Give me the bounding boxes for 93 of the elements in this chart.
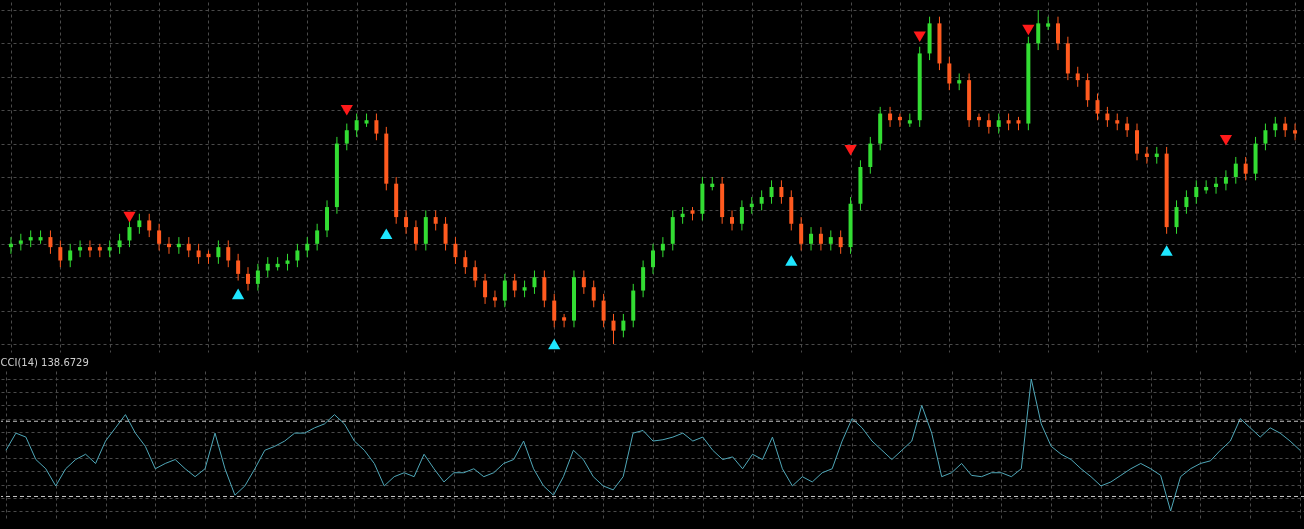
- candlestick: [453, 236, 458, 265]
- candlestick: [137, 213, 142, 235]
- candlestick: [433, 209, 438, 231]
- candlestick: [838, 229, 843, 255]
- candlestick: [354, 113, 359, 138]
- candlestick: [730, 209, 735, 231]
- candlestick: [374, 113, 379, 141]
- candlestick: [196, 243, 201, 265]
- candlestick: [611, 313, 616, 345]
- candlestick: [591, 280, 596, 308]
- candlestick: [532, 270, 537, 295]
- candlestick: [492, 290, 497, 308]
- candlestick: [1263, 123, 1268, 151]
- candlestick: [265, 256, 270, 278]
- candlestick: [1184, 189, 1189, 215]
- candlestick: [621, 313, 626, 338]
- point: [1160, 245, 1173, 256]
- candlestick: [295, 243, 300, 268]
- point: [1022, 24, 1035, 36]
- candlestick: [1046, 16, 1051, 31]
- candlestick: [1233, 156, 1238, 185]
- point: [380, 228, 393, 240]
- candlestick: [473, 260, 478, 288]
- chart-title: CCI(14) 138.6729: [0, 357, 89, 368]
- candlestick: [1243, 156, 1248, 181]
- candlestick: [147, 213, 152, 238]
- candlestick: [512, 273, 517, 298]
- candlestick: [1036, 9, 1041, 51]
- candlestick: [1095, 93, 1100, 121]
- candlestick: [68, 243, 73, 268]
- candlestick: [48, 229, 53, 255]
- candlestick: [1174, 199, 1179, 235]
- candlestick: [641, 260, 646, 298]
- candlestick: [404, 209, 409, 235]
- candlestick: [1214, 176, 1219, 195]
- point: [785, 255, 798, 266]
- candlestick: [246, 266, 251, 292]
- candlestick: [226, 239, 231, 268]
- candlestick: [236, 253, 241, 282]
- candlestick: [868, 136, 873, 175]
- candlestick: [947, 56, 952, 91]
- candlestick: [1085, 72, 1090, 108]
- candlestick: [463, 249, 468, 275]
- point: [913, 31, 926, 43]
- candlestick: [87, 239, 92, 258]
- candlestick: [779, 179, 784, 205]
- candlestick: [759, 189, 764, 211]
- candlestick: [739, 199, 744, 231]
- candlestick: [542, 270, 547, 308]
- candlestick: [166, 236, 171, 255]
- candlestick: [216, 239, 221, 265]
- candlestick: [1075, 66, 1080, 88]
- candlestick: [651, 243, 655, 275]
- candlestick: [986, 113, 991, 135]
- candlestick: [157, 223, 162, 251]
- point: [340, 104, 353, 116]
- candlestick: [769, 179, 774, 205]
- candlestick: [1223, 169, 1228, 191]
- candlestick: [996, 113, 1001, 135]
- candlestick: [1194, 179, 1199, 205]
- point: [232, 288, 245, 300]
- candlestick: [601, 293, 606, 328]
- candlestick: [443, 216, 448, 251]
- candlestick: [78, 239, 83, 258]
- candlestick: [828, 229, 833, 251]
- candlestick: [897, 113, 902, 128]
- candlestick: [581, 270, 586, 295]
- candlestick: [809, 226, 814, 251]
- candlestick: [344, 123, 349, 151]
- candlestick: [315, 223, 320, 251]
- candlestick: [1293, 123, 1298, 141]
- candlestick: [117, 233, 122, 255]
- point: [123, 211, 136, 223]
- candlestick: [1135, 123, 1140, 161]
- candlestick: [799, 216, 804, 251]
- candlestick: [562, 313, 567, 328]
- candlestick: [176, 236, 181, 255]
- candlestick: [58, 239, 63, 268]
- candlestick: [255, 263, 260, 292]
- point: [844, 144, 857, 156]
- candlestick: [325, 199, 330, 238]
- candlestick: [483, 273, 488, 305]
- point: [1219, 134, 1233, 146]
- candlestick: [8, 236, 13, 255]
- candlestick: [1055, 16, 1060, 51]
- candlestick: [1144, 146, 1149, 165]
- candlestick: [127, 219, 132, 248]
- candlestick: [413, 219, 418, 251]
- point: [548, 338, 561, 350]
- candlestick: [818, 226, 823, 251]
- candlestick: [552, 293, 557, 328]
- candlestick: [976, 113, 981, 128]
- candlestick: [502, 273, 507, 308]
